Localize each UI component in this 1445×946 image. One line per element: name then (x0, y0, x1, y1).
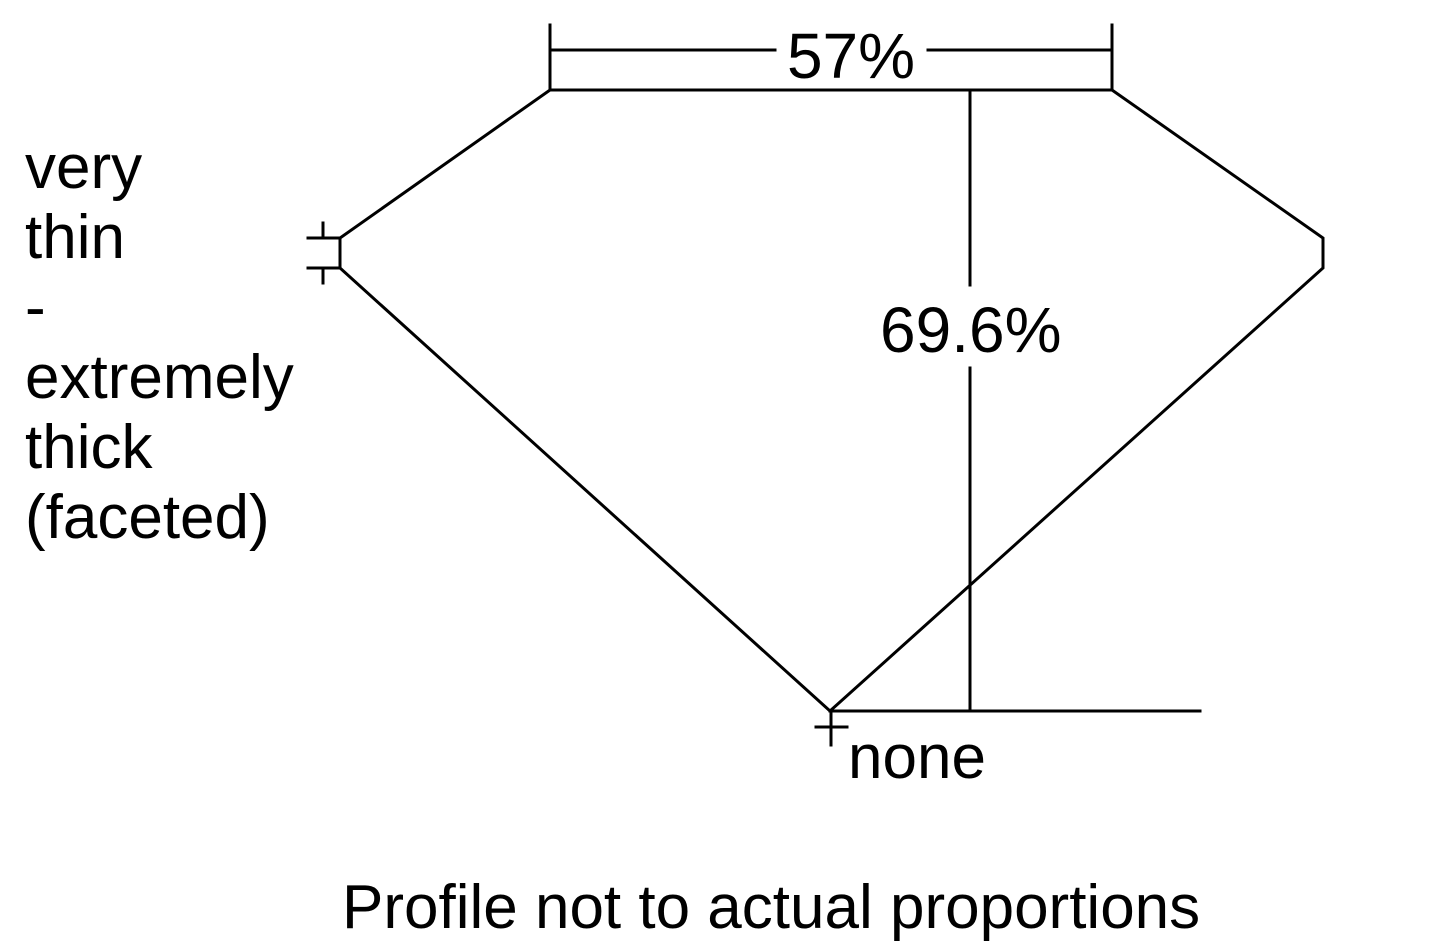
girdle-label-line: - (25, 273, 46, 342)
girdle-label-line: extremely (25, 343, 294, 412)
girdle-label-line: thick (25, 413, 153, 482)
girdle-label-line: very (25, 133, 142, 202)
girdle-marker (306, 221, 342, 285)
depth-percentage-label: 69.6% (880, 294, 1061, 366)
culet-label: none (848, 723, 986, 792)
girdle-label-line: thin (25, 203, 125, 272)
depth-dimension-line (828, 88, 1202, 713)
culet-marker (814, 709, 849, 747)
gem-outline (338, 88, 1325, 714)
footnote: Profile not to actual proportions (342, 873, 1200, 942)
girdle-label: very thin - extremely thick (faceted) (25, 133, 294, 552)
table-percentage-label: 57% (787, 20, 915, 92)
table-dimension-line (548, 23, 1114, 92)
girdle-label-line: (faceted) (25, 483, 270, 552)
